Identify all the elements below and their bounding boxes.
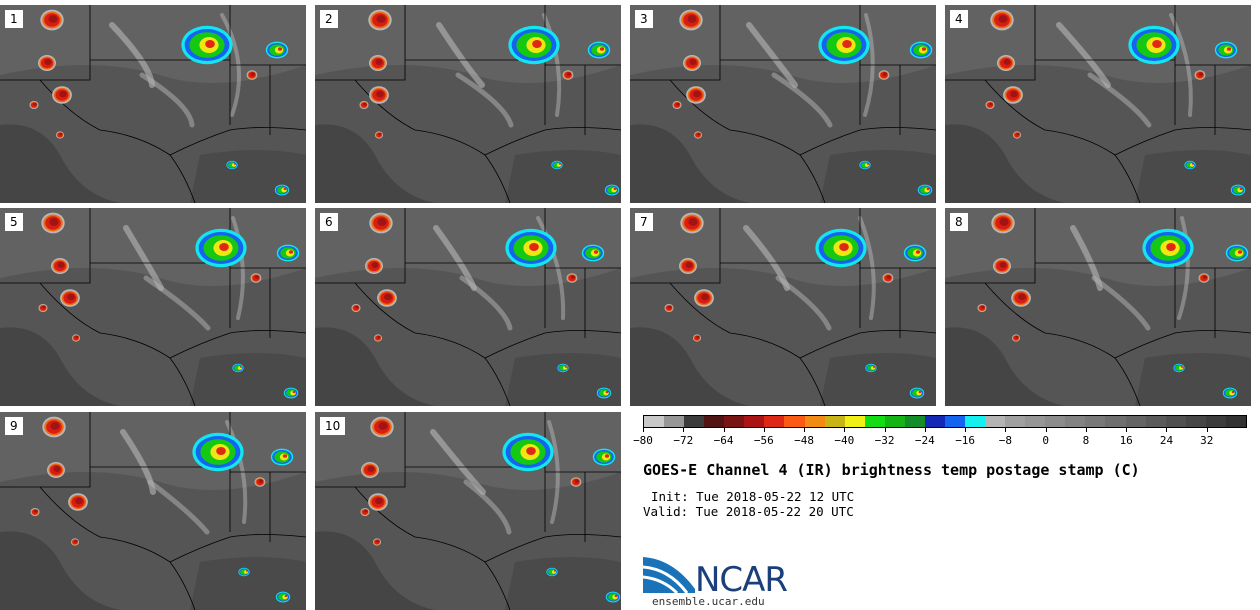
ensemble-member-panel: 6 [315, 208, 621, 406]
colorbar-tick-label: −80 [633, 434, 653, 447]
member-number-label: 8 [950, 213, 968, 231]
ensemble-member-panel: 1 [0, 5, 306, 203]
colorbar-segment [684, 416, 705, 427]
colorbar-tick [1085, 428, 1087, 432]
member-number-label: 10 [320, 417, 346, 435]
colorbar-tick-label: −56 [753, 434, 774, 447]
colorbar-tick-label: 8 [1082, 434, 1090, 447]
valid-time: Valid: Tue 2018-05-22 20 UTC [643, 504, 854, 519]
colorbar-tick [763, 428, 765, 432]
colorbar-tick-label: −16 [955, 434, 976, 447]
colorbar-segment [1185, 416, 1206, 427]
colorbar-tick [965, 428, 967, 432]
colorbar-segment [985, 416, 1006, 427]
satellite-ir-map [0, 5, 306, 203]
colorbar-tick [804, 428, 806, 432]
colorbar-segment [1165, 416, 1186, 427]
colorbar-tick [1206, 428, 1208, 432]
ensemble-member-panel: 9 [0, 412, 306, 610]
colorbar-tick [643, 428, 644, 432]
member-number-label: 6 [320, 213, 338, 231]
satellite-ir-map [945, 5, 1251, 203]
colorbar-segment [764, 416, 785, 427]
colorbar-segment [704, 416, 725, 427]
satellite-ir-map [315, 5, 621, 203]
colorbar-tick [924, 428, 926, 432]
colorbar-segment [1065, 416, 1086, 427]
colorbar-tick-label: −40 [834, 434, 855, 447]
ensemble-member-panel: 4 [945, 5, 1251, 203]
member-number-label: 3 [635, 10, 653, 28]
colorbar-segment [824, 416, 845, 427]
satellite-ir-map [630, 5, 936, 203]
colorbar-tick [844, 428, 846, 432]
colorbar-segment [944, 416, 965, 427]
colorbar-segment [965, 416, 986, 427]
member-number-label: 9 [5, 417, 23, 435]
satellite-ir-map [945, 208, 1251, 406]
colorbar-tick-label: −48 [794, 434, 814, 447]
member-number-label: 4 [950, 10, 968, 28]
satellite-ir-map [315, 412, 621, 610]
figure-title: GOES-E Channel 4 (IR) brightness temp po… [643, 461, 1140, 479]
colorbar-segment [904, 416, 925, 427]
colorbar-segment [1225, 416, 1246, 427]
colorbar-ticks: −80 −72 −64 −56 −48 −40 −32 −24 −16 −8 0 8 16 24 32 [633, 428, 1247, 448]
colorbar-tick-label: −24 [914, 434, 935, 447]
colorbar-tick-label: −32 [874, 434, 895, 447]
ncar-logo-text: NCAR [695, 560, 788, 600]
colorbar-segment [664, 416, 685, 427]
member-number-label: 7 [635, 213, 653, 231]
colorbar-segment [1205, 416, 1226, 427]
colorbar [643, 415, 1247, 428]
ncar-logo-icon [643, 557, 695, 593]
satellite-ir-map [0, 208, 306, 406]
ensemble-member-panel: 5 [0, 208, 306, 406]
colorbar-segment [804, 416, 825, 427]
colorbar-tick [683, 428, 685, 432]
colorbar-segment [1105, 416, 1126, 427]
colorbar-tick-label: −8 [998, 434, 1013, 447]
ensemble-member-panel: 10 [315, 412, 621, 610]
colorbar-segment [924, 416, 945, 427]
member-number-label: 2 [320, 10, 338, 28]
logo-url: ensemble.ucar.edu [652, 595, 765, 608]
colorbar-segment [884, 416, 905, 427]
colorbar-segment [1005, 416, 1026, 427]
ensemble-member-panel: 7 [630, 208, 936, 406]
satellite-ir-map [630, 208, 936, 406]
colorbar-segment [1145, 416, 1166, 427]
ensemble-member-panel: 2 [315, 5, 621, 203]
colorbar-tick [1126, 428, 1128, 432]
colorbar-tick [1005, 428, 1007, 432]
colorbar-segment [1085, 416, 1106, 427]
colorbar-tick-label: 32 [1200, 434, 1214, 447]
colorbar-segment [724, 416, 745, 427]
colorbar-tick-label: 24 [1159, 434, 1174, 447]
colorbar-tick-label: −64 [713, 434, 734, 447]
member-number-label: 1 [5, 10, 23, 28]
satellite-ir-map [315, 208, 621, 406]
colorbar-segment [644, 416, 665, 427]
colorbar-segment [1045, 416, 1066, 427]
colorbar-segment [784, 416, 805, 427]
init-time: Init: Tue 2018-05-22 12 UTC [651, 489, 855, 504]
colorbar-tick-label: 16 [1119, 434, 1133, 447]
colorbar-segment [1025, 416, 1046, 427]
colorbar-segment [844, 416, 865, 427]
colorbar-tick [1045, 428, 1047, 432]
ensemble-member-panel: 3 [630, 5, 936, 203]
colorbar-segment [744, 416, 765, 427]
colorbar-tick [1166, 428, 1168, 432]
colorbar-tick [884, 428, 886, 432]
colorbar-tick [723, 428, 725, 432]
colorbar-tick-label: 0 [1042, 434, 1049, 447]
member-number-label: 5 [5, 213, 23, 231]
colorbar-segment [1125, 416, 1146, 427]
colorbar-tick-label: −72 [673, 434, 694, 447]
ensemble-member-panel: 8 [945, 208, 1251, 406]
satellite-ir-map [0, 412, 306, 610]
colorbar-segment [864, 416, 885, 427]
